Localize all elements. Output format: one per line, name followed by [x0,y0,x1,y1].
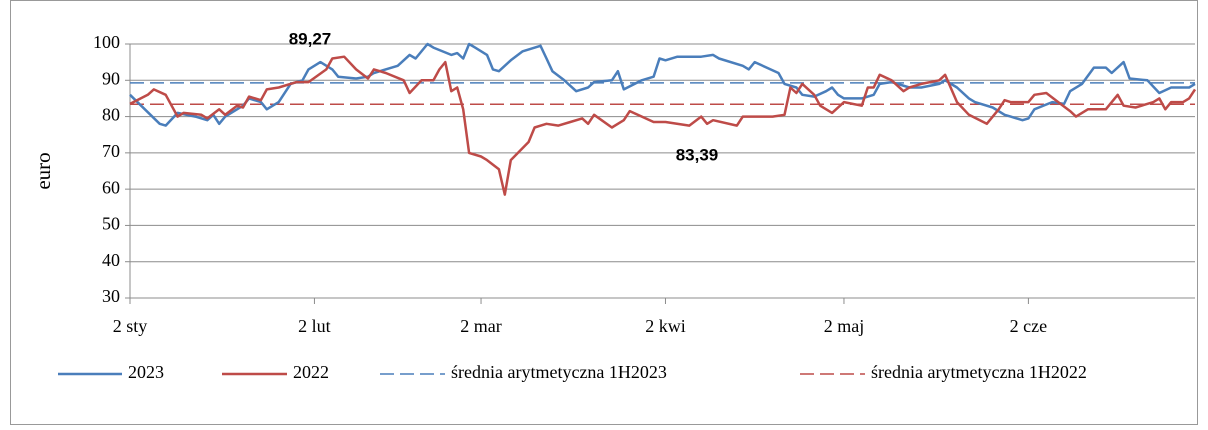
y-tick-label: 60 [102,177,120,197]
y-tick-label: 30 [102,286,120,306]
y-tick-label: 40 [102,250,120,270]
data-line [129,42,1196,127]
x-tick-label: 2 kwi [645,316,686,336]
x-tick-label: 2 sty [113,316,148,336]
legend-label: 2023 [128,362,164,382]
y-tick-label: 80 [102,105,120,125]
legend-label: 2022 [293,362,329,382]
legend-label: średnia arytmetyczna 1H2023 [451,362,667,382]
y-tick-label: 50 [102,214,120,234]
mean-annotation: 89,27 [289,29,332,48]
y-tick-label: 90 [102,68,120,88]
y-axis-label: euro [31,152,55,189]
legend-label: średnia arytmetyczna 1H2022 [871,362,1087,382]
x-tick-label: 2 lut [298,316,331,336]
x-tick-label: 2 mar [460,316,501,336]
data-line [129,55,1197,196]
y-tick-label: 100 [93,32,120,52]
y-tick-label: 70 [102,141,120,161]
mean-annotation: 83,39 [676,145,719,164]
x-tick-label: 2 maj [824,316,865,336]
chart-border [10,0,1198,425]
x-tick-label: 2 cze [1010,316,1047,336]
